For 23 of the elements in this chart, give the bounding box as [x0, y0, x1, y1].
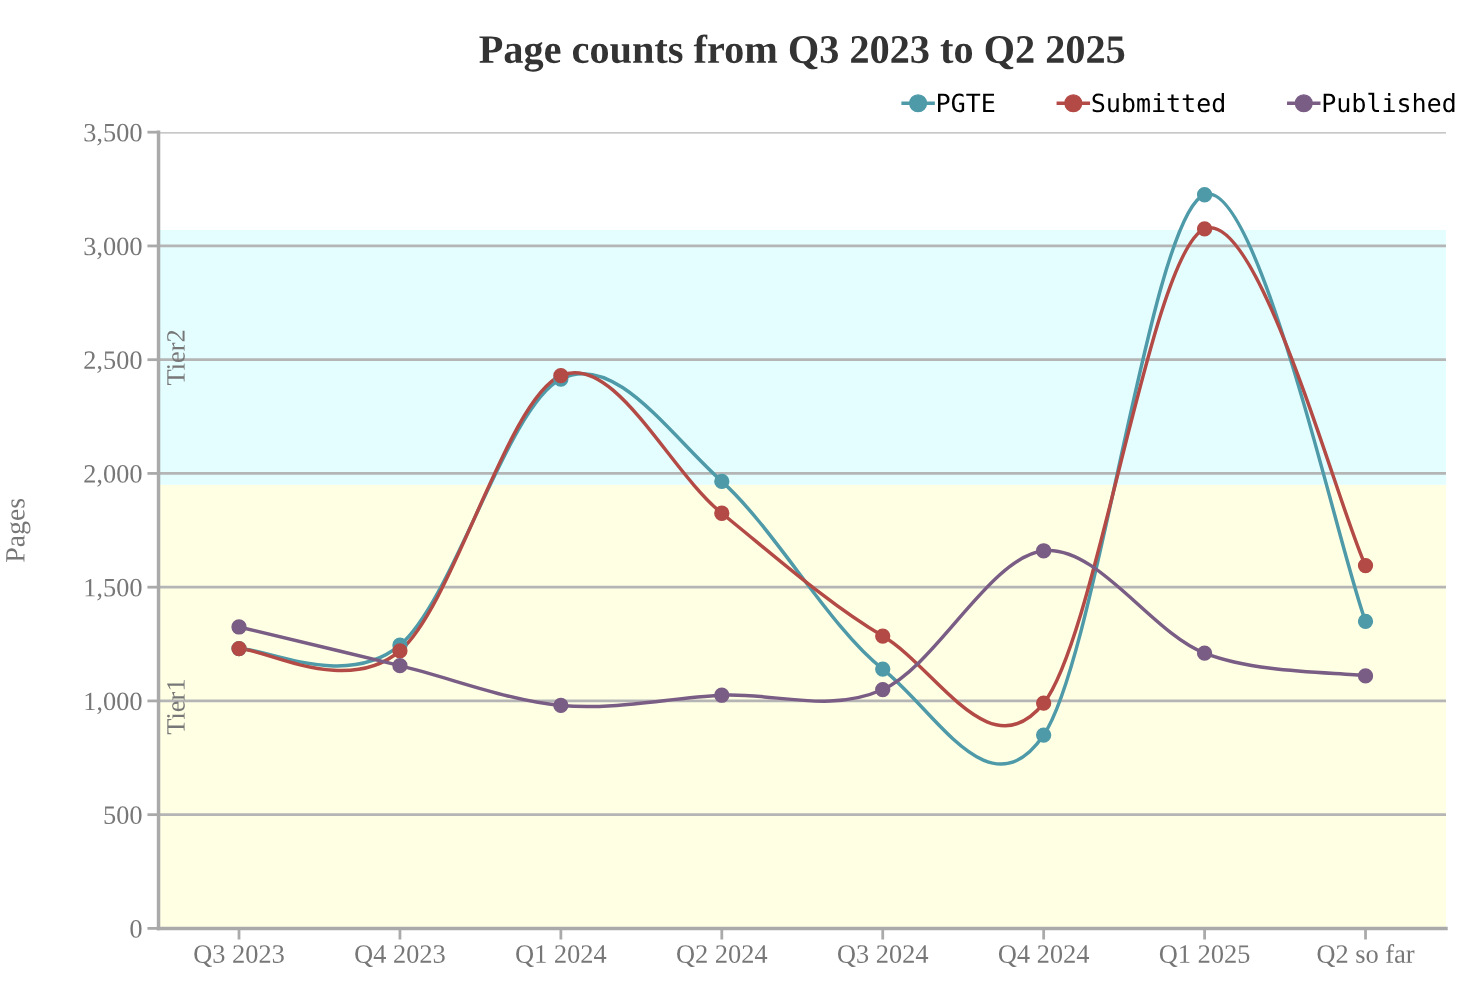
y-axis-title: Pages	[6, 498, 31, 562]
y-tick-label: 2,500	[84, 351, 142, 373]
y-tick-label: 1,500	[85, 578, 142, 601]
band-label: Tier1	[167, 680, 185, 735]
x-tick-label: Q4 2023	[355, 945, 445, 967]
x-tick-label: Q2 so far	[1317, 944, 1415, 967]
y-tick-label: 2,000	[84, 465, 142, 487]
legend-label: Published	[1323, 92, 1455, 113]
legend-label: Submitted	[1092, 93, 1224, 113]
x-tick-label: Q3 2024	[838, 945, 929, 967]
x-tick-label: Q1 2025	[1159, 945, 1250, 967]
y-tick-label: 1,000	[85, 692, 142, 715]
y-tick-label: 3,500	[84, 123, 142, 146]
chart-title: Page counts from Q3 2023 to Q2 2025	[479, 34, 1125, 72]
y-tick-label: 3,000	[84, 237, 142, 260]
x-tick-label: Q4 2024	[998, 945, 1090, 967]
x-tick-label: Q3 2023	[194, 945, 284, 967]
legend-label: PGTE	[938, 93, 995, 113]
x-tick-label: Q1 2024	[516, 945, 607, 967]
y-tick-label: 500	[104, 806, 142, 825]
band-label: Tier2	[167, 330, 185, 386]
x-tick-label: Q2 2024	[677, 945, 768, 967]
y-tick-label: 0	[130, 920, 142, 938]
